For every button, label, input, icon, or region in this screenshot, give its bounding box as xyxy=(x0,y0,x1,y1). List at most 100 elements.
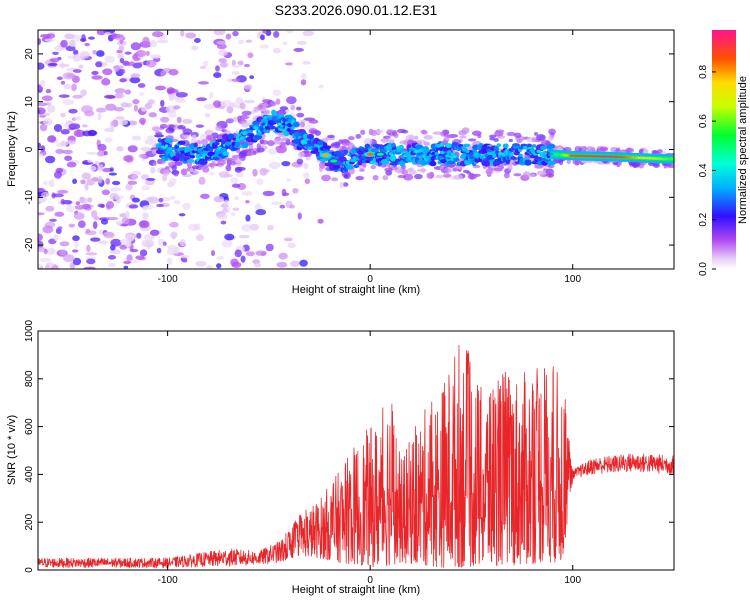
heatmap-cell xyxy=(103,150,108,156)
heatmap-cell xyxy=(535,134,546,141)
heatmap-cell xyxy=(86,258,96,265)
heatmap-cell xyxy=(237,39,245,45)
heatmap-cell xyxy=(421,154,427,158)
heatmap-cell xyxy=(212,100,222,108)
heatmap-cell xyxy=(226,105,234,114)
heatmap-cell xyxy=(513,173,522,177)
heatmap-cell xyxy=(231,70,240,76)
snr-xlabel: Height of straight line (km) xyxy=(292,584,420,596)
x-tick-label: 0 xyxy=(367,575,373,586)
heatmap-cell xyxy=(524,159,532,166)
heatmap-cell xyxy=(296,112,305,118)
heatmap-cell xyxy=(380,138,389,143)
heatmap-cell xyxy=(151,126,161,132)
heatmap-cell xyxy=(219,61,229,68)
heatmap-cell xyxy=(109,187,122,192)
heatmap-cell xyxy=(95,107,107,113)
heatmap-cell xyxy=(241,110,252,116)
heatmap-cell xyxy=(146,177,156,181)
heatmap-cell xyxy=(302,61,311,65)
heatmap-cell xyxy=(383,135,391,140)
heatmap-cell xyxy=(546,143,556,149)
heatmap-cell xyxy=(98,217,110,221)
heatmap-cell xyxy=(483,160,491,167)
heatmap-cell xyxy=(119,244,128,250)
heatmap-cell xyxy=(610,146,618,153)
heatmap-cell xyxy=(63,83,72,90)
heatmap-cell xyxy=(243,99,256,104)
x-tick-label: 100 xyxy=(564,274,581,285)
heatmap-cell xyxy=(548,128,556,136)
heatmap-cell xyxy=(420,129,427,135)
heatmap-cell xyxy=(319,162,326,170)
heatmap-cell xyxy=(114,88,126,94)
heatmap-cell xyxy=(194,223,201,231)
heatmap-cell xyxy=(268,161,281,170)
heatmap-cell xyxy=(79,50,90,59)
heatmap-cell xyxy=(446,134,456,139)
heatmap-cell xyxy=(62,72,75,80)
heatmap-cell xyxy=(194,37,201,43)
heatmap-cell xyxy=(87,197,93,203)
y-tick-label: 10 xyxy=(24,96,35,108)
heatmap-cell xyxy=(261,99,272,103)
heatmap-cell xyxy=(434,152,439,156)
heatmap-cell xyxy=(130,73,141,78)
heatmap-cell xyxy=(445,143,452,149)
heatmap-cell xyxy=(225,164,232,172)
heatmap-cell xyxy=(222,207,229,213)
snr-ylabel: SNR (10 * v/v) xyxy=(6,415,18,485)
heatmap-cell xyxy=(265,129,271,134)
x-tick-label: 0 xyxy=(367,274,373,285)
heatmap-cell xyxy=(540,139,551,145)
heatmap-cell xyxy=(85,228,91,234)
heatmap-cell xyxy=(246,151,254,157)
heatmap-cell xyxy=(124,89,132,95)
heatmap-cell xyxy=(39,257,52,263)
heatmap-cell xyxy=(141,239,151,248)
heatmap-cell xyxy=(370,130,377,137)
heatmap-cell xyxy=(625,147,635,153)
heatmap-cell xyxy=(393,133,399,139)
heatmap-cell xyxy=(287,242,297,249)
heatmap-cell xyxy=(183,134,190,139)
heatmap-cell xyxy=(39,123,48,132)
heatmap-cell xyxy=(53,234,59,242)
x-tick-label: -100 xyxy=(158,274,178,285)
heatmap-cell xyxy=(405,134,416,142)
heatmap-cell xyxy=(272,89,282,96)
heatmap-cell xyxy=(105,103,117,111)
heatmap-cell xyxy=(286,30,294,34)
heatmap-cell xyxy=(64,33,75,40)
heatmap-cell xyxy=(459,135,467,139)
heatmap-cell xyxy=(59,142,69,147)
heatmap-cell xyxy=(151,31,164,38)
snr-plot-area xyxy=(38,331,674,570)
heatmap-cell xyxy=(266,224,274,231)
heatmap-cell xyxy=(190,137,197,144)
heatmap-cell xyxy=(343,174,349,179)
heatmap-cell xyxy=(81,124,88,128)
y-tick-label: 800 xyxy=(24,370,35,387)
heatmap-cell xyxy=(490,151,496,155)
heatmap-cell xyxy=(231,78,240,82)
heatmap-cell xyxy=(485,168,493,175)
heatmap-cell xyxy=(372,174,379,181)
heatmap-cell xyxy=(108,262,116,268)
heatmap-cell xyxy=(216,213,228,220)
heatmap-cell xyxy=(74,116,82,121)
heatmap-cell xyxy=(376,152,384,156)
heatmap-cell xyxy=(191,134,197,139)
heatmap-cell xyxy=(76,129,81,137)
heatmap-cell xyxy=(302,30,315,37)
heatmap-cell xyxy=(40,80,46,88)
heatmap-cell xyxy=(123,265,129,269)
heatmap-cell xyxy=(461,145,467,152)
heatmap-cell xyxy=(131,197,140,203)
heatmap-cell xyxy=(447,160,456,165)
heatmap-cell xyxy=(144,138,157,145)
heatmap-cell xyxy=(279,106,289,111)
heatmap-cell xyxy=(540,145,548,150)
heatmap-cell xyxy=(109,124,115,133)
